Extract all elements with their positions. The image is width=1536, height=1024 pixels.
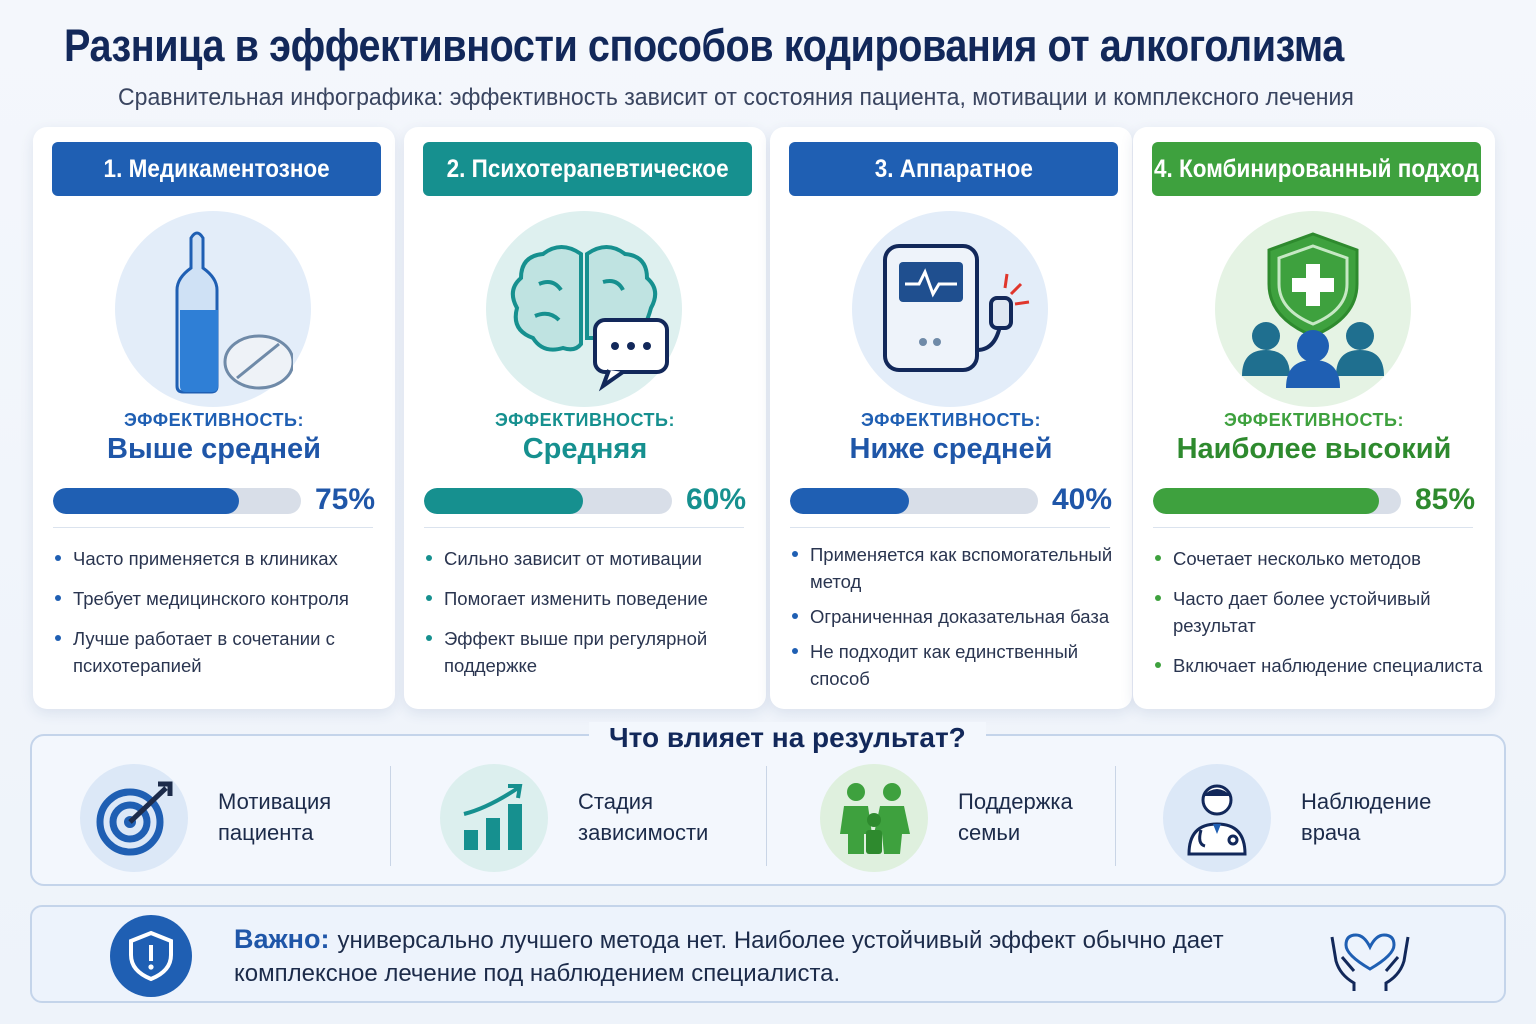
effectiveness-percent: 40%: [1052, 483, 1113, 516]
ampoule-pill-icon: [115, 211, 311, 407]
card-header: 4. Комбинированный подход: [1152, 142, 1481, 196]
effectiveness-bar: [53, 488, 301, 514]
factor-label: Поддержка семьи: [958, 789, 1073, 845]
device-probe-icon: [852, 211, 1048, 407]
shield-alert-icon: [110, 915, 192, 997]
shield-people-icon: [1215, 211, 1411, 407]
important-label: Важно:: [234, 924, 330, 954]
effectiveness-label: ЭФФЕКТИВНОСТЬ:: [495, 410, 675, 430]
list-item: Часто применяется в клиниках: [53, 545, 383, 572]
effectiveness-percent: 60%: [686, 483, 747, 516]
effectiveness-label: ЭФФЕКТИВНОСТЬ:: [124, 410, 304, 430]
list-item: Ограниченная доказательная база: [790, 603, 1120, 630]
card-header: 3. Аппаратное: [789, 142, 1118, 196]
factor-label: Стадия зависимости: [578, 789, 709, 845]
effectiveness-label: ЭФФЕКТИВНОСТЬ:: [861, 410, 1041, 430]
method-card-psychotherapy: 2. Психотерапевтическое ЭФФЕКТИВНОСТЬ: С…: [404, 127, 766, 709]
page-subtitle: Сравнительная инфографика: эффективность…: [118, 84, 1354, 111]
factors-panel: Что влияет на результат? Мотивация пацие…: [30, 722, 1506, 886]
effectiveness-percent: 75%: [315, 483, 376, 516]
effectiveness-value: Ниже средней: [849, 433, 1053, 465]
doctor-icon: [1163, 764, 1271, 872]
effectiveness-percent: 85%: [1415, 483, 1476, 516]
effectiveness-value: Наиболее высокий: [1176, 433, 1452, 465]
card-header: 2. Психотерапевтическое: [423, 142, 752, 196]
list-item: Сочетает несколько методов: [1153, 545, 1483, 572]
effectiveness-bar: [424, 488, 672, 514]
page-title: Разница в эффективности способов кодиров…: [64, 20, 1344, 71]
factor-label: Наблюдение врача: [1301, 789, 1432, 845]
method-card-medication: 1. Медикаментозное ЭФФЕКТИВНОСТЬ: Выше с…: [33, 127, 395, 709]
method-card-combined: 4. Комбинированный подход ЭФФЕКТИВНОСТЬ:…: [1133, 127, 1495, 709]
target-icon: [80, 764, 188, 872]
bullet-list: Сильно зависит от мотивации Помогает изм…: [424, 545, 754, 692]
list-item: Часто дает более устойчивый результат: [1153, 585, 1483, 639]
list-item: Сильно зависит от мотивации: [424, 545, 754, 572]
family-icon: [820, 764, 928, 872]
list-item: Включает наблюдение специалиста: [1153, 652, 1483, 679]
list-item: Применяется как вспомогательный метод: [790, 541, 1120, 595]
factors-title: Что влияет на результат?: [589, 722, 986, 754]
hands-heart-icon: [1328, 917, 1412, 998]
card-header: 1. Медикаментозное: [52, 142, 381, 196]
bullet-list: Применяется как вспомогательный метод Ог…: [790, 541, 1120, 705]
important-text: Важно: универсально лучшего метода нет. Н…: [234, 923, 1284, 990]
important-note: Важно: универсально лучшего метода нет. Н…: [30, 905, 1506, 1003]
bullet-list: Часто применяется в клиниках Требует мед…: [53, 545, 383, 692]
factor-label: Мотивация пациента: [218, 789, 332, 845]
effectiveness-bar: [790, 488, 1038, 514]
method-card-device: 3. Аппаратное ЭФФЕКТИВНОСТЬ: Ниже средне…: [770, 127, 1132, 709]
effectiveness-value: Средняя: [522, 433, 648, 465]
list-item: Эффект выше при регулярной поддержке: [424, 625, 754, 679]
important-body: универсально лучшего метода нет. Наиболе…: [234, 927, 1224, 987]
bullet-list: Сочетает несколько методов Часто дает бо…: [1153, 545, 1483, 692]
effectiveness-value: Выше средней: [107, 433, 321, 465]
effectiveness-bar: [1153, 488, 1401, 514]
list-item: Требует медицинского контроля: [53, 585, 383, 612]
list-item: Не подходит как единственный способ: [790, 638, 1120, 692]
brain-chat-icon: [486, 211, 682, 407]
list-item: Помогает изменить поведение: [424, 585, 754, 612]
effectiveness-label: ЭФФЕКТИВНОСТЬ:: [1224, 410, 1404, 430]
list-item: Лучше работает в сочетании с психотерапи…: [53, 625, 383, 679]
growth-chart-icon: [440, 764, 548, 872]
